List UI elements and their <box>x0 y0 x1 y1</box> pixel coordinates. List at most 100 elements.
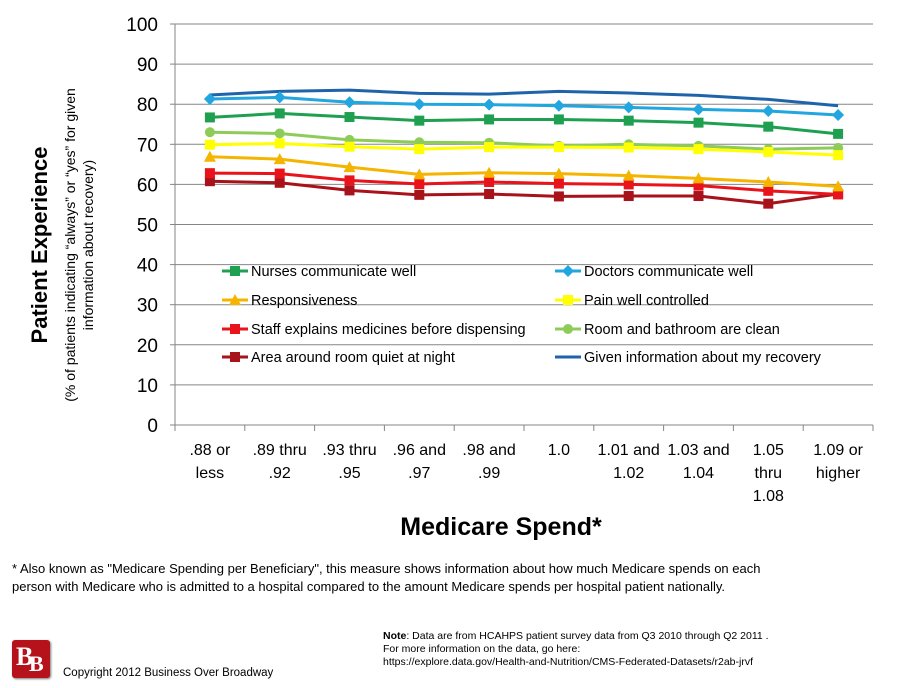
note-link[interactable]: https://explore.data.gov/Health-and-Nutr… <box>383 656 754 668</box>
data-point <box>833 189 844 200</box>
data-point <box>414 115 425 126</box>
data-point <box>563 324 573 334</box>
y-tick-label: 70 <box>137 135 158 156</box>
footnote-line2: person with Medicare who is admitted to … <box>12 579 725 594</box>
data-point <box>274 168 285 179</box>
data-point <box>484 189 495 200</box>
legend-item-4: Pain well controlled <box>555 293 709 309</box>
data-point <box>762 105 775 118</box>
data-point <box>274 138 285 149</box>
line-chart: 0 10 20 30 40 50 60 70 80 90 100 .88 or less .89 thr… <box>27 15 874 541</box>
data-point <box>344 112 355 123</box>
x-tick-label: .93 thru <box>322 442 376 459</box>
data-point <box>553 191 564 202</box>
data-point <box>203 92 216 105</box>
legend-label: Room and bathroom are clean <box>584 322 780 338</box>
x-tick-label: thru <box>755 465 783 482</box>
x-tick-label: 1.05 <box>753 442 784 459</box>
note-label: Note <box>383 630 407 642</box>
y-tick-label: 90 <box>137 55 158 76</box>
data-point <box>230 324 240 334</box>
x-tick-label: .89 thru <box>253 442 307 459</box>
gridlines <box>170 23 874 431</box>
data-point <box>204 168 215 179</box>
data-point <box>762 175 775 187</box>
y-tick-label: 60 <box>137 175 158 196</box>
series-4 <box>204 138 844 161</box>
legend-item-1: Nurses communicate well <box>222 264 416 280</box>
data-point <box>273 153 286 165</box>
data-point <box>692 172 705 184</box>
series-line <box>209 171 839 196</box>
data-point <box>693 144 704 155</box>
legend-item-2: Doctors communicate well <box>555 264 753 280</box>
x-tick-label: 1.08 <box>753 488 784 505</box>
data-point <box>413 98 426 111</box>
data-point <box>832 109 845 122</box>
data-point <box>344 175 355 186</box>
y-tick-label: 0 <box>147 416 158 437</box>
logo-letter-2: B <box>29 651 44 676</box>
y-axis-ticks: 0 10 20 30 40 50 60 70 80 90 100 <box>126 15 158 437</box>
data-point <box>693 191 704 202</box>
data-point <box>623 115 634 126</box>
data-point <box>623 142 634 153</box>
x-tick-label: 1.01 and <box>598 442 660 459</box>
y-axis-subtitle-line1: (% of patients indicating “always” or “y… <box>62 88 78 402</box>
data-point <box>763 146 774 157</box>
series-line <box>209 179 839 206</box>
data-point <box>833 150 844 161</box>
data-point <box>692 103 705 116</box>
data-point <box>833 128 844 139</box>
legend-item-7: Area around room quiet at night <box>222 350 455 366</box>
series-line <box>209 95 839 117</box>
logo-letter-1: B <box>16 642 34 671</box>
data-point <box>553 142 564 153</box>
data-point <box>274 128 285 139</box>
series-5 <box>204 168 844 200</box>
x-tick-label: .98 and <box>462 442 515 459</box>
x-tick-label: 1.0 <box>548 442 570 459</box>
data-point <box>203 150 216 162</box>
data-point <box>229 294 241 305</box>
y-axis-subtitle-line2: information about recovery) <box>80 160 96 330</box>
x-tick-label: 1.02 <box>613 465 644 482</box>
x-axis-ticks: .88 or less .89 thru .92 .93 thru .95 .96 and.… <box>189 442 863 505</box>
footnote: * Also known as "Medicare Spending per B… <box>12 560 882 596</box>
x-tick-label: higher <box>816 465 861 482</box>
data-point <box>483 166 496 178</box>
series-3 <box>203 150 845 192</box>
data-point <box>230 266 240 276</box>
legend-label: Staff explains medicines before dispensi… <box>251 322 526 338</box>
data-point <box>553 178 564 189</box>
data-point <box>563 295 573 305</box>
series-1 <box>204 108 844 139</box>
business-over-broadway-logo: B B <box>12 640 50 678</box>
x-axis-title: Medicare Spend* <box>400 513 602 541</box>
data-point <box>552 167 565 179</box>
y-tick-label: 20 <box>137 336 158 357</box>
data-source-note: Note: Data are from HCAHPS patient surve… <box>383 630 893 669</box>
legend-label: Responsiveness <box>251 293 357 309</box>
data-point <box>693 180 704 191</box>
data-point <box>622 101 635 114</box>
footnote-line1: * Also known as "Medicare Spending per B… <box>12 561 761 576</box>
data-point <box>484 114 495 125</box>
legend-item-3: Responsiveness <box>222 293 357 309</box>
data-point <box>763 185 774 196</box>
data-point <box>414 178 425 189</box>
data-point <box>204 127 215 138</box>
copyright-text: Copyright 2012 Business Over Broadway <box>63 667 274 679</box>
data-point <box>413 168 426 180</box>
data-point <box>552 99 565 112</box>
legend-item-8: Given information about my recovery <box>555 350 822 366</box>
data-point <box>274 177 285 188</box>
data-point <box>623 191 634 202</box>
y-tick-label: 50 <box>137 216 158 237</box>
data-point <box>204 112 215 123</box>
x-tick-label: .88 or <box>189 442 231 459</box>
legend-label: Area around room quiet at night <box>251 350 455 366</box>
data-point <box>344 141 355 152</box>
series-line <box>209 130 839 151</box>
y-tick-label: 100 <box>126 15 158 36</box>
